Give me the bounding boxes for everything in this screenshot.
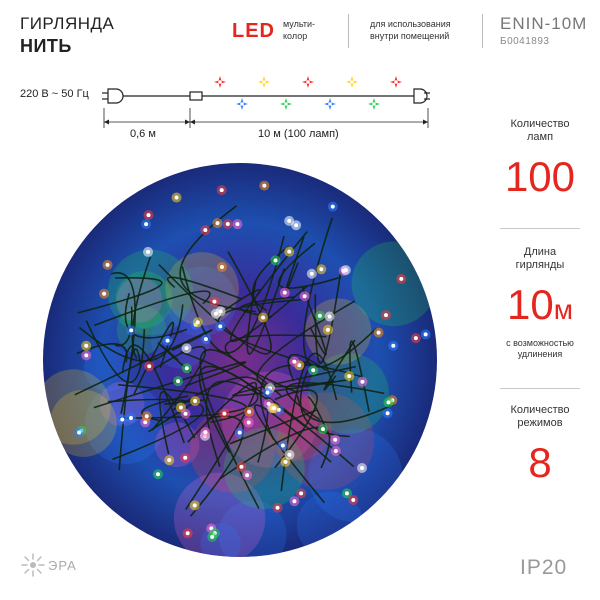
string-length-label: 10 м (100 ламп) — [258, 128, 339, 140]
lamps-count-label: Количество ламп — [510, 118, 570, 143]
model-number: ENIN-10M — [500, 14, 588, 33]
socket-icon — [413, 88, 430, 104]
product-name: НИТЬ — [20, 36, 72, 56]
header-divider-2 — [482, 14, 483, 48]
era-logo-icon — [21, 553, 45, 577]
bulb-group — [214, 76, 402, 110]
product-photo — [43, 163, 437, 557]
usage-info: для использования внутри помещений — [370, 19, 451, 41]
spec-divider — [500, 228, 580, 229]
product-type: ГИРЛЯНДА — [20, 14, 115, 33]
length-note: с возможностью удлинения — [506, 338, 574, 359]
garland-diagram — [102, 76, 430, 128]
length-label: Длина гирлянды — [515, 246, 565, 271]
voltage-label: 220 В ~ 50 Гц — [20, 88, 89, 100]
spec-divider-2 — [500, 388, 580, 389]
cable-length-label: 0,6 м — [130, 128, 156, 140]
modes-count-value: 8 — [528, 439, 552, 486]
plug-icon — [102, 88, 124, 104]
lamps-count-value: 100 — [504, 153, 576, 200]
brand-name: ЭРА — [48, 558, 77, 573]
led-color-type: мульти- колор — [283, 19, 315, 41]
connector-icon — [189, 91, 203, 101]
modes-count-label: Количество режимов — [510, 404, 570, 429]
length-value: 10м — [507, 281, 573, 328]
article-code: Б0041893 — [500, 36, 550, 47]
header-divider — [348, 14, 349, 48]
ip-rating: IP20 — [520, 556, 568, 579]
led-label: LED — [232, 20, 275, 42]
